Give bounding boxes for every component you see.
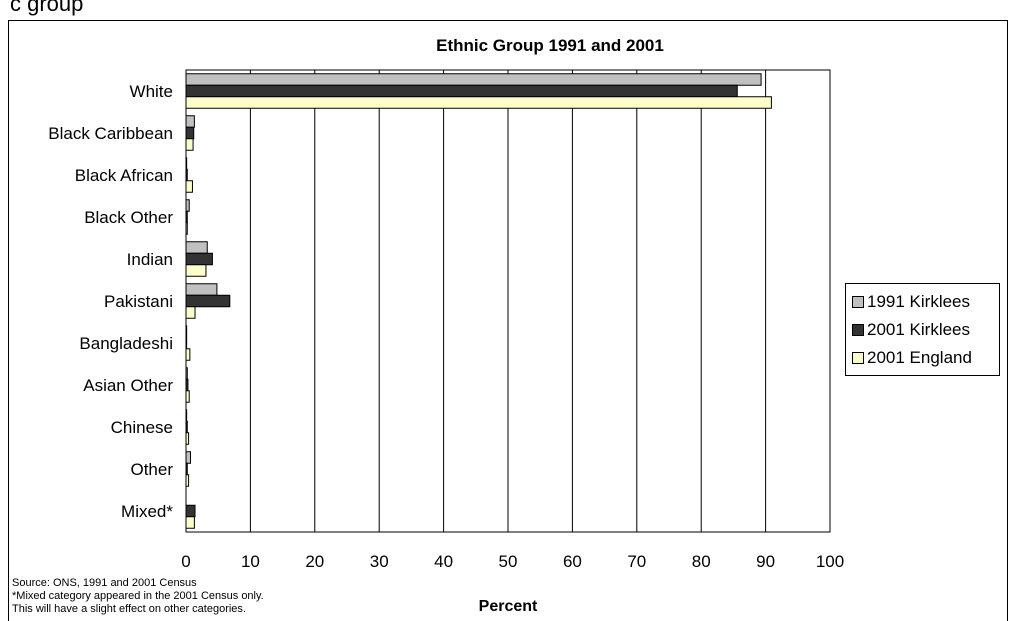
category-label-pakistani: Pakistani [104, 292, 173, 311]
bar-2001-kirklees-black-caribbean [185, 126, 195, 140]
x-axis-label: Percent [479, 598, 538, 615]
legend-item-2001-england: 2001 England [852, 344, 999, 372]
bars [185, 73, 772, 529]
bar-2001-england-white [185, 96, 772, 109]
bar-1991-kirklees-black-african [185, 157, 188, 170]
x-tick-label-20: 20 [305, 552, 324, 571]
legend-item-2001-kirklees: 2001 Kirklees [852, 316, 999, 344]
category-label-other: Other [130, 460, 173, 479]
bar-2001-kirklees-white [185, 84, 738, 98]
legend-swatch-2001-kirklees [852, 324, 864, 336]
bar-1991-kirklees-pakistani [185, 283, 218, 296]
source-notes: Source: ONS, 1991 and 2001 Census *Mixed… [12, 577, 264, 616]
source-note-line-2: *Mixed category appeared in the 2001 Cen… [12, 590, 264, 602]
bar-2001-england-bangladeshi [185, 348, 191, 361]
bar-2001-kirklees-indian [185, 252, 213, 266]
bar-2001-kirklees-asian-other [185, 378, 189, 392]
x-tick-labels: 0 10 20 30 40 50 60 70 80 90 100 [181, 552, 844, 571]
category-label-black-caribbean: Black Caribbean [48, 124, 173, 143]
x-tick-label-100: 100 [816, 552, 844, 571]
bar-2001-kirklees-chinese [185, 420, 188, 434]
header-fragment: c group [10, 0, 84, 16]
x-tick-label-40: 40 [434, 552, 453, 571]
x-tick-label-80: 80 [692, 552, 711, 571]
bar-2001-kirklees-mixed [185, 504, 196, 518]
category-label-chinese: Chinese [111, 418, 173, 437]
bar-1991-kirklees-indian [185, 241, 208, 254]
category-label-black-african: Black African [75, 166, 173, 185]
bar-2001-kirklees-black-african [185, 168, 188, 182]
bar-2001-kirklees-black-other [185, 210, 188, 224]
category-labels: White Black Caribbean Black African Black O… [48, 82, 173, 521]
bar-1991-kirklees-asian-other [185, 367, 188, 380]
x-tick-label-60: 60 [563, 552, 582, 571]
source-note-line-1: Source: ONS, 1991 and 2001 Census [12, 577, 197, 589]
category-label-mixed: Mixed* [121, 502, 173, 521]
bar-2001-england-indian [185, 264, 207, 277]
bar-2001-england-black-caribbean [185, 138, 194, 151]
bar-1991-kirklees-bangladeshi [185, 325, 188, 338]
x-tick-label-50: 50 [499, 552, 518, 571]
x-tick-label-30: 30 [370, 552, 389, 571]
source-note-line-3: This will have a slight effect on other … [12, 603, 246, 615]
bar-2001-england-black-african [185, 180, 193, 193]
x-tick-label-70: 70 [627, 552, 646, 571]
bar-1991-kirklees-other [185, 451, 192, 464]
bar-2001-england-chinese [185, 432, 190, 445]
gridlines [249, 70, 767, 532]
bar-2001-kirklees-pakistani [185, 294, 231, 308]
bar-1991-kirklees-chinese [185, 409, 188, 422]
x-tick-label-0: 0 [181, 552, 190, 571]
bar-2001-england-mixed [185, 516, 195, 529]
bar-1991-kirklees-black-other [185, 199, 190, 212]
bar-2001-kirklees-bangladeshi [185, 336, 188, 350]
bar-1991-kirklees-white [185, 73, 762, 86]
bar-2001-england-asian-other [185, 390, 190, 403]
legend-swatch-1991-kirklees [852, 296, 864, 308]
bar-1991-kirklees-black-caribbean [185, 115, 195, 128]
bar-2001-england-other [185, 474, 190, 487]
category-label-indian: Indian [127, 250, 173, 269]
category-label-black-other: Black Other [84, 208, 173, 227]
legend-item-1991-kirklees: 1991 Kirklees [852, 288, 999, 316]
chart-title: Ethnic Group 1991 and 2001 [436, 36, 664, 55]
legend-label-2001-kirklees: 2001 Kirklees [867, 320, 971, 339]
x-tick-label-10: 10 [241, 552, 260, 571]
bar-2001-kirklees-other [185, 462, 188, 476]
category-label-white: White [130, 82, 173, 101]
legend-label-2001-england: 2001 England [867, 348, 972, 367]
legend: 1991 Kirklees 2001 Kirklees 2001 England [845, 283, 1000, 376]
bar-2001-england-pakistani [185, 306, 196, 319]
x-tick-label-90: 90 [756, 552, 775, 571]
category-label-bangladeshi: Bangladeshi [79, 334, 173, 353]
bar-2001-england-black-other [185, 222, 188, 235]
legend-swatch-2001-england [852, 352, 864, 364]
legend-label-1991-kirklees: 1991 Kirklees [867, 292, 971, 311]
category-label-asian-other: Asian Other [83, 376, 173, 395]
